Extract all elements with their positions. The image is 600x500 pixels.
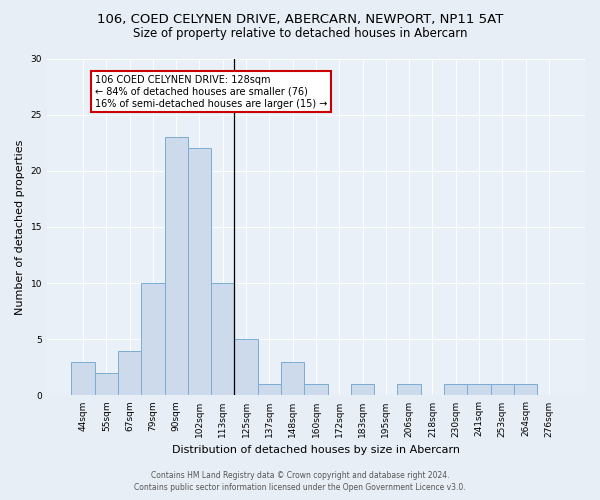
Bar [304,384,328,396]
Bar [467,384,491,396]
Bar [188,148,211,396]
Text: Contains HM Land Registry data © Crown copyright and database right 2024.
Contai: Contains HM Land Registry data © Crown c… [134,471,466,492]
Bar [514,384,537,396]
Bar [141,283,164,396]
Bar [164,137,188,396]
Bar [351,384,374,396]
Text: Size of property relative to detached houses in Abercarn: Size of property relative to detached ho… [133,28,467,40]
Bar [491,384,514,396]
Text: 106 COED CELYNEN DRIVE: 128sqm
← 84% of detached houses are smaller (76)
16% of : 106 COED CELYNEN DRIVE: 128sqm ← 84% of … [95,76,327,108]
X-axis label: Distribution of detached houses by size in Abercarn: Distribution of detached houses by size … [172,445,460,455]
Bar [281,362,304,396]
Text: 106, COED CELYNEN DRIVE, ABERCARN, NEWPORT, NP11 5AT: 106, COED CELYNEN DRIVE, ABERCARN, NEWPO… [97,12,503,26]
Bar [235,340,258,396]
Bar [444,384,467,396]
Bar [211,283,235,396]
Bar [95,373,118,396]
Bar [397,384,421,396]
Bar [258,384,281,396]
Y-axis label: Number of detached properties: Number of detached properties [15,140,25,314]
Bar [71,362,95,396]
Bar [118,350,141,396]
